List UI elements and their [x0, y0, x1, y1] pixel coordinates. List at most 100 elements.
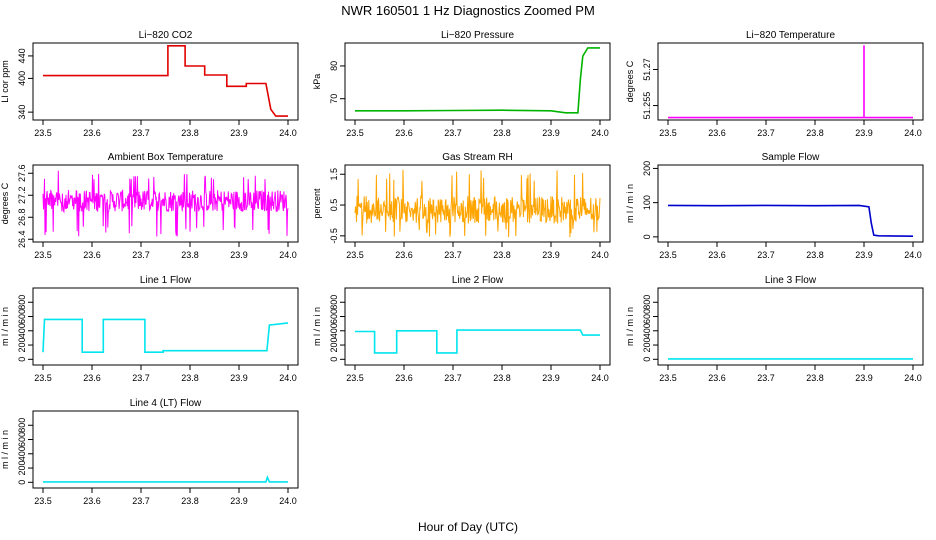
x-tick-label: 23.7 — [757, 128, 775, 138]
series-line — [668, 45, 913, 119]
x-tick-label: 23.8 — [181, 373, 199, 383]
panel-title: Sample Flow — [762, 152, 821, 163]
series-line — [43, 475, 288, 483]
panel-2: Li−820 Pressure kPa 23.5 23.6 23.7 23.8 23.9 24… — [312, 30, 611, 138]
x-tick-label: 23.7 — [757, 250, 775, 260]
x-tick-label: 23.8 — [181, 128, 199, 138]
y-axis-label: degrees C — [625, 60, 635, 102]
panel-5: Gas Stream RH percent 23.5 23.6 23.7 23.8 23.9… — [312, 152, 611, 260]
x-tick-label: 23.9 — [855, 128, 873, 138]
x-axis-label: Hour of Day (UTC) — [418, 520, 518, 534]
panel-title: Line 3 Flow — [765, 275, 817, 286]
x-tick-label: 23.5 — [659, 250, 677, 260]
x-tick-label: 23.6 — [83, 373, 101, 383]
y-tick-label: 27.6 — [17, 164, 27, 182]
y-tick-label: 1.5 — [329, 168, 339, 181]
x-tick-label: 23.9 — [855, 373, 873, 383]
x-tick-label: 23.5 — [346, 250, 364, 260]
x-tick-label: 23.9 — [542, 373, 560, 383]
x-tick-label: 23.6 — [708, 128, 726, 138]
x-tick-label: 23.9 — [542, 128, 560, 138]
y-tick-label: 0 — [329, 357, 339, 362]
plot-frame — [657, 42, 924, 121]
plot-frame — [657, 287, 924, 366]
x-tick-label: 23.9 — [230, 496, 248, 506]
x-tick-label: 24.0 — [279, 128, 297, 138]
y-tick-label: 0 — [642, 357, 652, 362]
panel-3: Li−820 Temperature degrees C 23.5 23.6 23.7 2… — [625, 30, 924, 138]
x-tick-label: 24.0 — [591, 373, 609, 383]
y-tick-label: 80 — [329, 61, 339, 71]
panels-grid: Li−820 CO2 LI cor ppm 23.5 23.6 23.7 23.8 23.9… — [0, 30, 924, 506]
panel-title: Line 4 (LT) Flow — [130, 398, 202, 409]
plot-frame — [344, 287, 611, 366]
panel-8: Line 2 Flow m l / m i n 23.5 23.6 23.7 23.8 23… — [312, 275, 611, 383]
plot-frame — [32, 164, 299, 243]
y-axis-label: percent — [312, 188, 322, 219]
series-line — [42, 318, 289, 353]
x-tick-label: 24.0 — [279, 496, 297, 506]
x-tick-label: 23.7 — [444, 250, 462, 260]
y-tick-label: 400 — [17, 71, 27, 86]
y-tick-label: 26.4 — [17, 230, 27, 248]
y-tick-label: 0.5 — [329, 199, 339, 212]
x-tick-label: 23.5 — [346, 128, 364, 138]
x-tick-label: 23.5 — [34, 250, 52, 260]
x-tick-label: 23.8 — [493, 373, 511, 383]
y-tick-label: 800 — [329, 295, 339, 310]
series-line — [355, 329, 600, 354]
y-tick-label: 51.255 — [642, 92, 652, 120]
panel-title: Ambient Box Temperature — [108, 152, 224, 163]
x-tick-label: 23.7 — [444, 128, 462, 138]
y-tick-label: 800 — [17, 295, 27, 310]
series-line — [42, 170, 289, 237]
x-tick-label: 24.0 — [904, 128, 922, 138]
y-axis-label: kPa — [312, 74, 322, 90]
plot-frame — [32, 42, 299, 121]
x-tick-label: 23.6 — [708, 373, 726, 383]
y-tick-label: 400 — [329, 323, 339, 338]
y-tick-label: 0 — [17, 480, 27, 485]
panel-7: Line 1 Flow m l / m i n 23.5 23.6 23.7 23.8 23… — [0, 275, 299, 383]
panel-title: Li−820 Pressure — [441, 30, 515, 41]
y-tick-label: 0 — [642, 234, 652, 239]
plot-frame — [32, 287, 299, 366]
x-tick-label: 23.9 — [855, 250, 873, 260]
x-tick-label: 23.8 — [806, 128, 824, 138]
y-tick-label: 600 — [642, 309, 652, 324]
panel-title: Li−820 Temperature — [746, 30, 835, 41]
y-tick-label: 51.27 — [642, 58, 652, 81]
panel-title: Line 1 Flow — [140, 275, 192, 286]
y-axis-label: m l / m i n — [625, 184, 635, 223]
y-tick-label: -0.5 — [329, 228, 339, 244]
x-tick-label: 23.7 — [757, 373, 775, 383]
x-tick-label: 23.5 — [34, 128, 52, 138]
series-line — [354, 169, 601, 238]
y-tick-label: 0 — [17, 357, 27, 362]
series-line — [355, 47, 600, 114]
y-tick-label: 600 — [329, 309, 339, 324]
x-tick-label: 24.0 — [904, 373, 922, 383]
x-tick-label: 23.8 — [806, 250, 824, 260]
y-axis-label: m l / m i n — [0, 307, 10, 346]
x-tick-label: 23.8 — [806, 373, 824, 383]
x-tick-label: 24.0 — [904, 250, 922, 260]
y-tick-label: 70 — [329, 94, 339, 104]
x-tick-label: 23.8 — [181, 250, 199, 260]
x-tick-label: 23.8 — [493, 128, 511, 138]
x-tick-label: 23.5 — [34, 373, 52, 383]
x-tick-label: 23.9 — [542, 250, 560, 260]
y-tick-label: 440 — [17, 48, 27, 63]
x-tick-label: 23.7 — [444, 373, 462, 383]
y-axis-label: degrees C — [0, 182, 10, 224]
x-tick-label: 23.9 — [230, 250, 248, 260]
y-tick-label: 800 — [642, 295, 652, 310]
plot-frame — [657, 164, 924, 243]
y-tick-label: 600 — [17, 432, 27, 447]
panel-title: Gas Stream RH — [442, 152, 513, 163]
x-tick-label: 23.8 — [493, 250, 511, 260]
panel-title: Li−820 CO2 — [139, 30, 193, 41]
x-tick-label: 23.9 — [230, 128, 248, 138]
series-line — [43, 45, 288, 117]
